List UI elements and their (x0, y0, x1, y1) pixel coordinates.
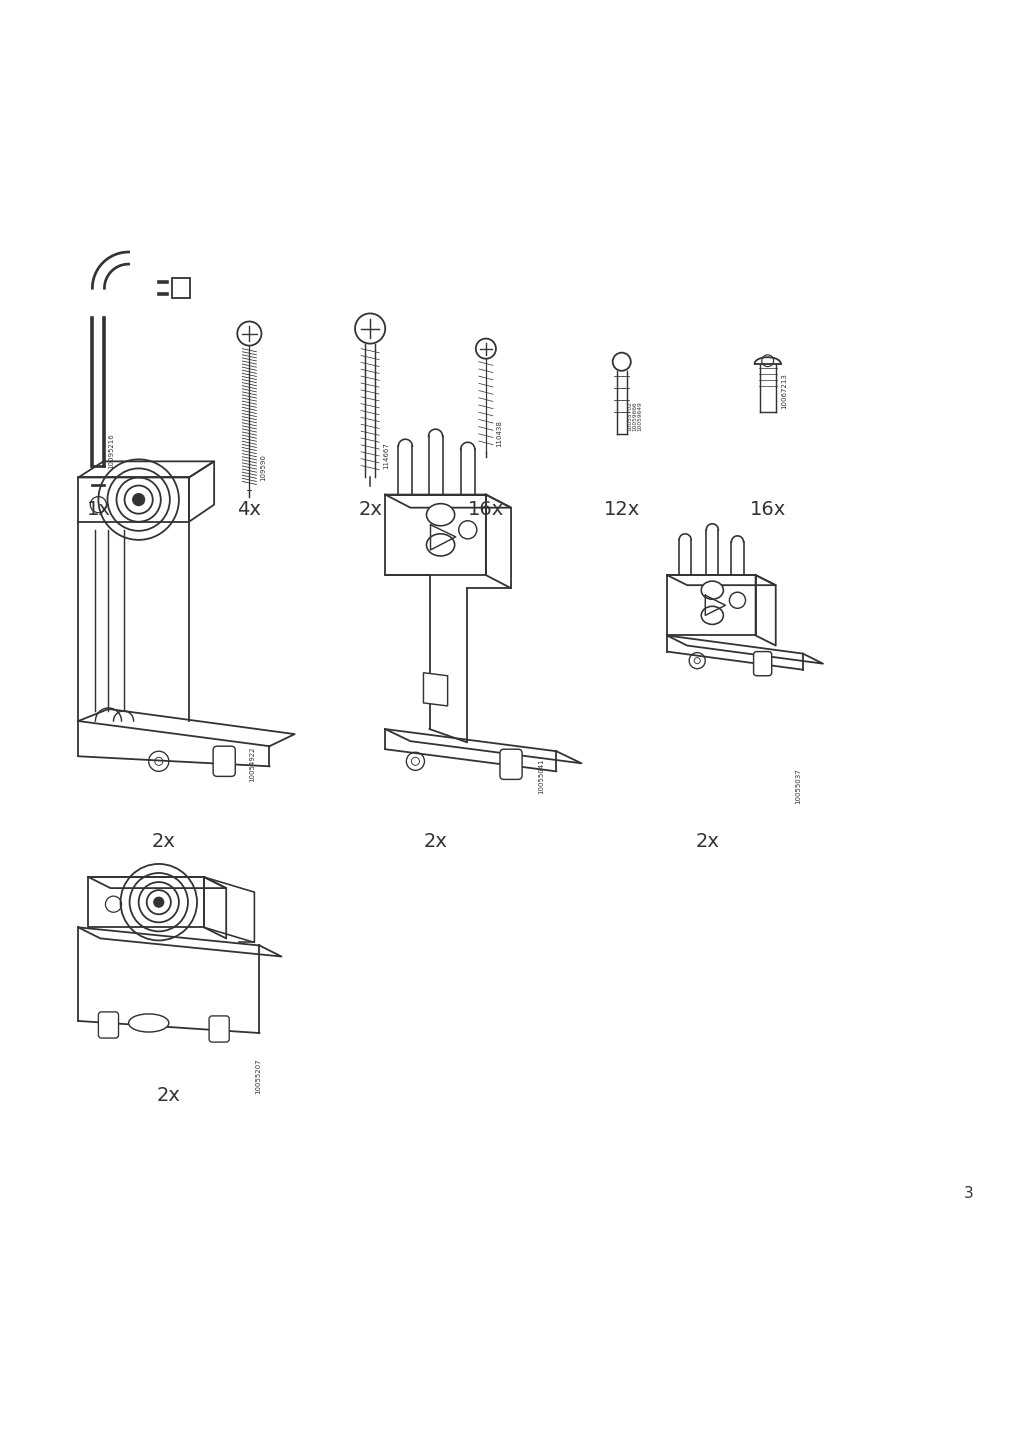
Ellipse shape (701, 606, 723, 624)
FancyBboxPatch shape (98, 1012, 118, 1038)
FancyBboxPatch shape (209, 1015, 229, 1042)
Text: 16x: 16x (749, 500, 785, 518)
Text: 1x: 1x (86, 500, 110, 518)
Text: 2x: 2x (152, 832, 176, 851)
Circle shape (154, 898, 164, 908)
Text: 2x: 2x (695, 832, 719, 851)
Text: 12x: 12x (603, 500, 639, 518)
Text: 10055207: 10055207 (255, 1058, 261, 1094)
Text: 110438: 110438 (495, 421, 501, 447)
Text: 10054922: 10054922 (249, 746, 255, 782)
Text: 114667: 114667 (383, 442, 389, 470)
Text: 4x: 4x (238, 500, 261, 518)
Text: 10067213: 10067213 (780, 374, 786, 410)
Text: 16x: 16x (467, 500, 503, 518)
Text: 109590: 109590 (260, 454, 266, 481)
Text: 2x: 2x (157, 1087, 181, 1106)
Text: 10055037: 10055037 (794, 769, 800, 805)
Ellipse shape (701, 581, 723, 599)
FancyBboxPatch shape (499, 749, 522, 779)
FancyBboxPatch shape (213, 746, 235, 776)
Text: 10055041: 10055041 (538, 759, 544, 793)
Polygon shape (423, 673, 447, 706)
Ellipse shape (128, 1014, 169, 1032)
Circle shape (132, 494, 145, 505)
Text: 2x: 2x (424, 832, 447, 851)
Text: 3: 3 (963, 1186, 973, 1201)
Text: 2x: 2x (358, 500, 382, 518)
Polygon shape (172, 278, 190, 298)
FancyBboxPatch shape (753, 652, 771, 676)
Ellipse shape (426, 534, 454, 556)
Text: 10055702
10059666
10059649: 10055702 10059666 10059649 (626, 401, 642, 431)
Ellipse shape (426, 504, 454, 526)
Text: 10095216: 10095216 (108, 434, 114, 470)
